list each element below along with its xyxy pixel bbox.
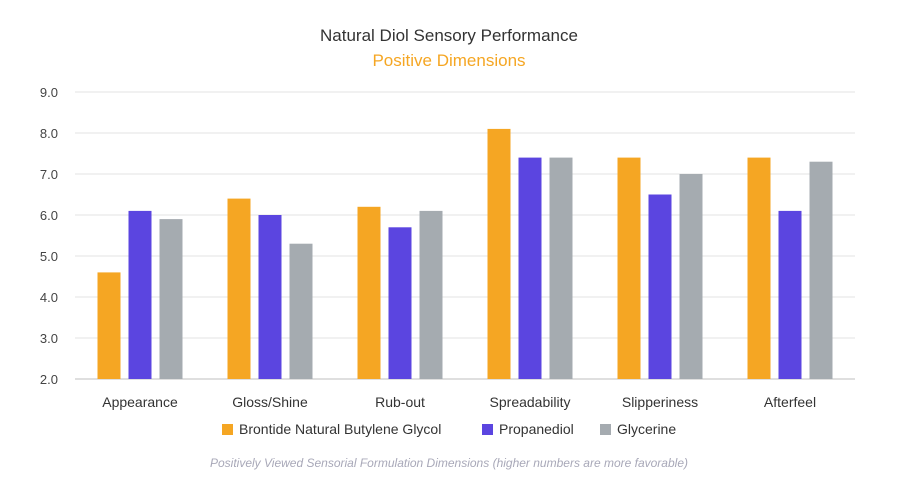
legend-swatch [482, 424, 493, 435]
legend-swatch [600, 424, 611, 435]
y-tick-label: 8.0 [40, 126, 58, 141]
bar [388, 227, 412, 379]
chart-subtitle: Positive Dimensions [372, 51, 526, 70]
bar [227, 198, 251, 379]
bar [487, 128, 511, 379]
bar [128, 210, 152, 379]
bar [159, 219, 183, 379]
x-tick-label: Rub-out [375, 394, 425, 410]
bar [97, 272, 121, 379]
legend-label: Glycerine [617, 421, 676, 437]
chart-footnote: Positively Viewed Sensorial Formulation … [210, 456, 688, 470]
chart-title: Natural Diol Sensory Performance [320, 26, 578, 45]
bar [419, 210, 443, 379]
bar [357, 206, 381, 379]
bar [549, 157, 573, 379]
x-tick-label: Spreadability [490, 394, 571, 410]
y-tick-label: 2.0 [40, 372, 58, 387]
bar [778, 210, 802, 379]
y-tick-label: 7.0 [40, 167, 58, 182]
bar [747, 157, 771, 379]
legend-label: Brontide Natural Butylene Glycol [239, 421, 441, 437]
y-tick-label: 3.0 [40, 331, 58, 346]
legend-label: Propanediol [499, 421, 574, 437]
x-tick-label: Gloss/Shine [232, 394, 308, 410]
y-tick-label: 6.0 [40, 208, 58, 223]
y-tick-label: 5.0 [40, 249, 58, 264]
legend-swatch [222, 424, 233, 435]
bar [648, 194, 672, 379]
x-tick-label: Afterfeel [764, 394, 816, 410]
bar [809, 161, 833, 379]
y-tick-label: 4.0 [40, 290, 58, 305]
bar [679, 174, 703, 379]
x-tick-label: Slipperiness [622, 394, 698, 410]
y-tick-label: 9.0 [40, 85, 58, 100]
bar [518, 157, 542, 379]
bar [258, 215, 282, 379]
x-tick-label: Appearance [102, 394, 178, 410]
bar [289, 243, 313, 379]
bar [617, 157, 641, 379]
